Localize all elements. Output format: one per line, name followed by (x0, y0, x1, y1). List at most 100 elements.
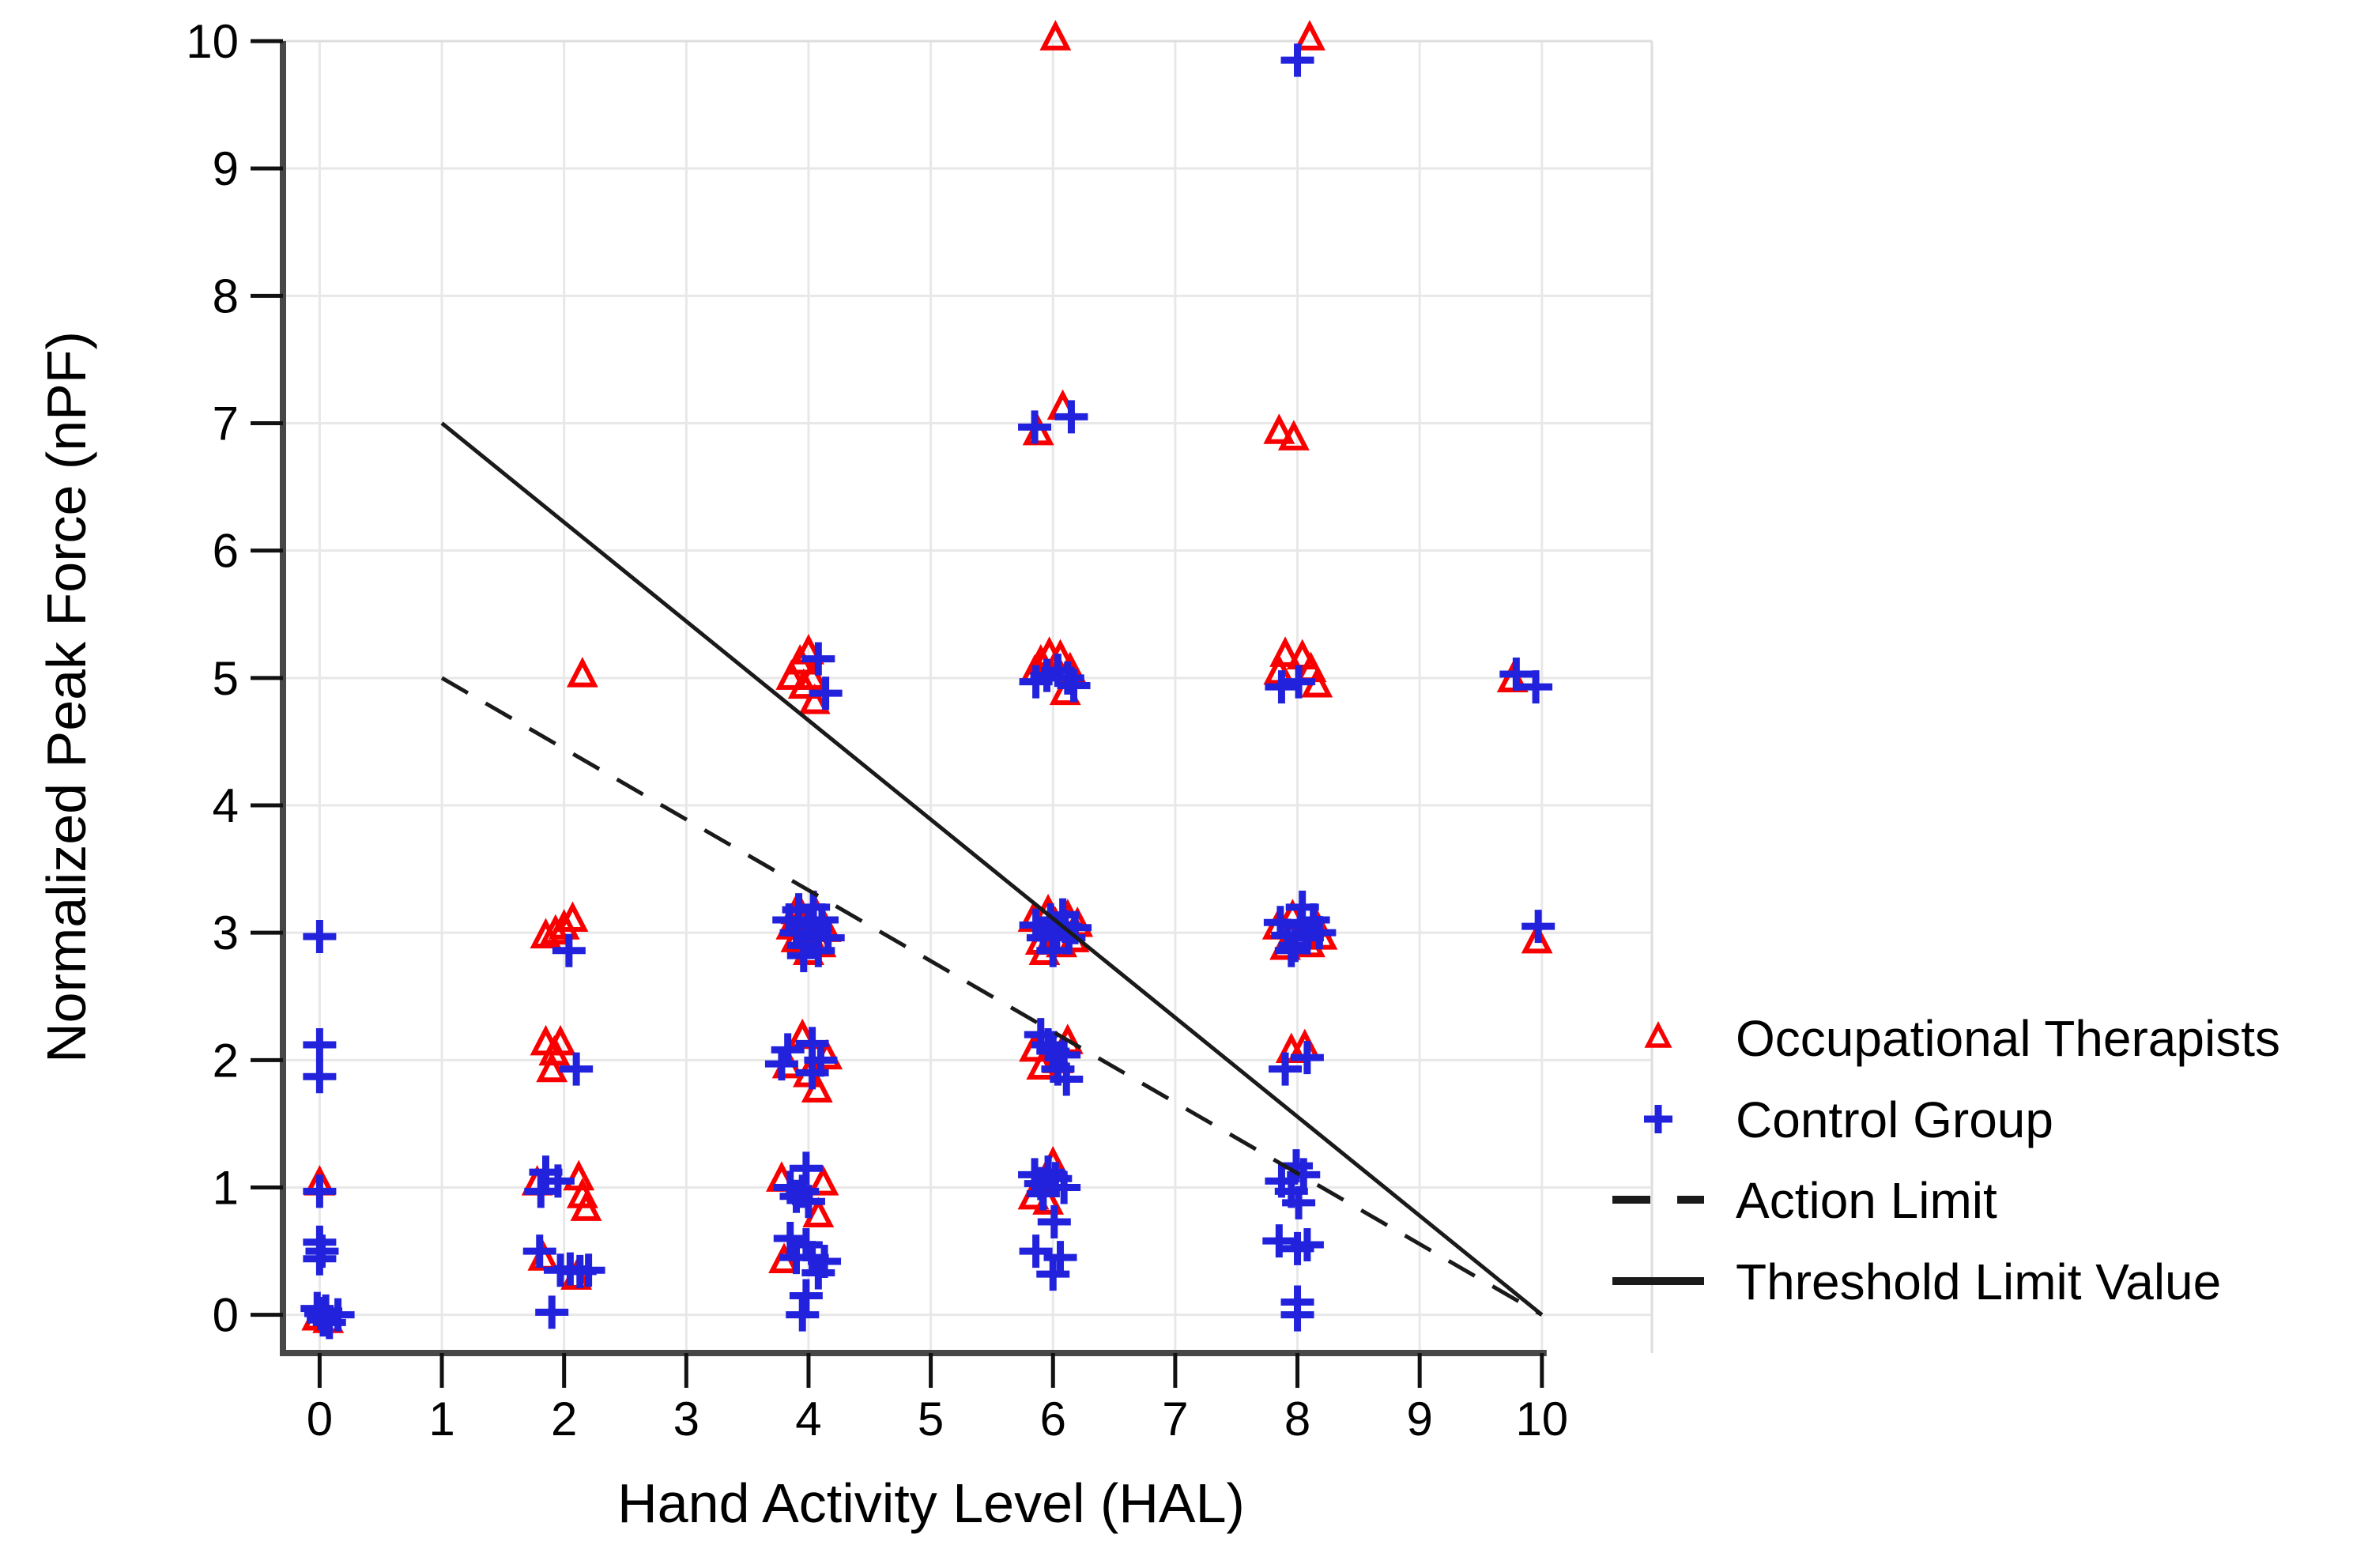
y-tick-label: 2 (213, 1034, 239, 1087)
control-group-point (1280, 43, 1314, 77)
control-group-point (1280, 1298, 1314, 1332)
x-axis-title: Hand Activity Level (HAL) (617, 1472, 1245, 1534)
control-group-point (1031, 1155, 1065, 1189)
reference-lines (440, 421, 1544, 1317)
control-group-point (1521, 910, 1555, 944)
control-group-point (1018, 410, 1052, 444)
control-group-point (522, 1234, 556, 1268)
occupational-therapist-point (1269, 636, 1302, 667)
y-tick-label: 0 (213, 1289, 239, 1342)
occupational-therapist-point (1286, 639, 1318, 670)
control-group-point (303, 1174, 337, 1208)
occupational-therapist-point (775, 659, 808, 690)
legend-item: Control Group (1644, 1091, 2053, 1148)
control-group-point (1047, 1170, 1081, 1204)
legend-item: Threshold Limit Value (1612, 1253, 2221, 1310)
y-tick-label: 7 (213, 397, 239, 450)
x-tick-label: 7 (1162, 1393, 1188, 1446)
control-group-point (779, 1179, 813, 1213)
occupational-therapist-point (1039, 20, 1072, 51)
control-group-point (1274, 933, 1308, 967)
control-group-point (552, 933, 586, 967)
occupational-therapist-point (798, 683, 831, 714)
control-group-point (524, 1174, 558, 1208)
axes (251, 39, 1547, 1388)
x-tick-label: 4 (795, 1393, 821, 1446)
x-tick-label: 1 (428, 1393, 454, 1446)
occupational-therapist-point (807, 1165, 839, 1196)
occupational-therapist-point (566, 657, 598, 688)
plus-icon (1644, 1105, 1672, 1133)
control-group-point (1499, 657, 1533, 691)
occupational-therapist-point (787, 668, 820, 699)
control-group-point (1269, 1052, 1303, 1086)
control-group-point (1303, 916, 1337, 950)
action-limit-line (440, 676, 1544, 1317)
control-group-point (786, 939, 820, 973)
control-group-point (797, 890, 831, 924)
legend-item-label: Control Group (1736, 1091, 2053, 1148)
control-group-point (1262, 1224, 1296, 1258)
legend: Occupational Therapists Control Group Acti… (1612, 1010, 2280, 1310)
control-group-point (789, 1279, 823, 1313)
control-group-point (1026, 1177, 1060, 1211)
control-group-point (303, 919, 337, 953)
legend-item-label: Occupational Therapists (1736, 1010, 2280, 1067)
occupational-therapist-point (545, 1024, 576, 1056)
y-tick-label: 3 (213, 906, 239, 959)
occupational-therapist-point (1263, 413, 1295, 444)
control-group-point (303, 1242, 337, 1276)
control-group-point (1057, 669, 1091, 703)
occupational-therapist-point (1277, 420, 1310, 450)
y-tick-label: 1 (213, 1161, 239, 1214)
x-tick-label: 3 (673, 1393, 699, 1446)
x-tick-label: 9 (1406, 1393, 1432, 1446)
triangle-icon (1644, 1021, 1672, 1048)
scatter-points (300, 20, 1555, 1340)
axis-tick-labels: 0 1 2 3 4 5 6 7 8 9 10 0 1 2 3 4 5 6 7 8 9 10 (186, 15, 1568, 1446)
legend-item-label: Threshold Limit Value (1736, 1253, 2221, 1310)
control-group-point (303, 1060, 337, 1094)
control-group-point (1282, 1185, 1316, 1219)
threshold-limit-value-line (440, 421, 1544, 1317)
control-group-point (1036, 933, 1070, 967)
y-tick-label: 9 (213, 142, 239, 195)
control-group-point (1050, 1062, 1084, 1096)
control-group-point (1285, 890, 1319, 924)
control-group-point (560, 1052, 594, 1086)
y-tick-label: 10 (186, 15, 239, 68)
control-group-point (795, 1056, 829, 1090)
legend-item: Action Limit (1612, 1172, 1997, 1229)
occupational-therapist-point (548, 909, 580, 940)
occupational-therapist-point (536, 1051, 568, 1083)
control-group-point (789, 1152, 823, 1185)
y-tick-label: 8 (213, 270, 239, 322)
x-tick-label: 0 (307, 1393, 333, 1446)
control-group-point (1043, 1241, 1077, 1275)
gridlines (283, 40, 1653, 1353)
control-group-point (809, 677, 843, 710)
control-group-point (1290, 1041, 1324, 1075)
x-tick-label: 6 (1040, 1393, 1066, 1446)
control-group-point (1265, 670, 1299, 704)
control-group-point (571, 1253, 605, 1287)
control-group-point (1054, 400, 1088, 434)
legend-item-label: Action Limit (1736, 1172, 1997, 1229)
legend-item: Occupational Therapists (1644, 1010, 2280, 1067)
control-group-point (1036, 1257, 1070, 1291)
y-tick-label: 5 (213, 652, 239, 705)
control-group-point (764, 1047, 798, 1081)
x-tick-label: 10 (1515, 1393, 1568, 1446)
control-group-point (1037, 1205, 1071, 1238)
control-group-point (801, 642, 835, 676)
control-group-point (312, 1306, 346, 1340)
control-group-point (303, 1027, 337, 1061)
y-axis-title: Normalized Peak Force (nPF) (36, 331, 97, 1063)
y-tick-label: 4 (213, 779, 239, 832)
control-group-point (801, 933, 835, 967)
control-group-point (541, 1164, 575, 1198)
control-group-point (1282, 665, 1316, 699)
occupational-therapist-point (1294, 20, 1325, 51)
